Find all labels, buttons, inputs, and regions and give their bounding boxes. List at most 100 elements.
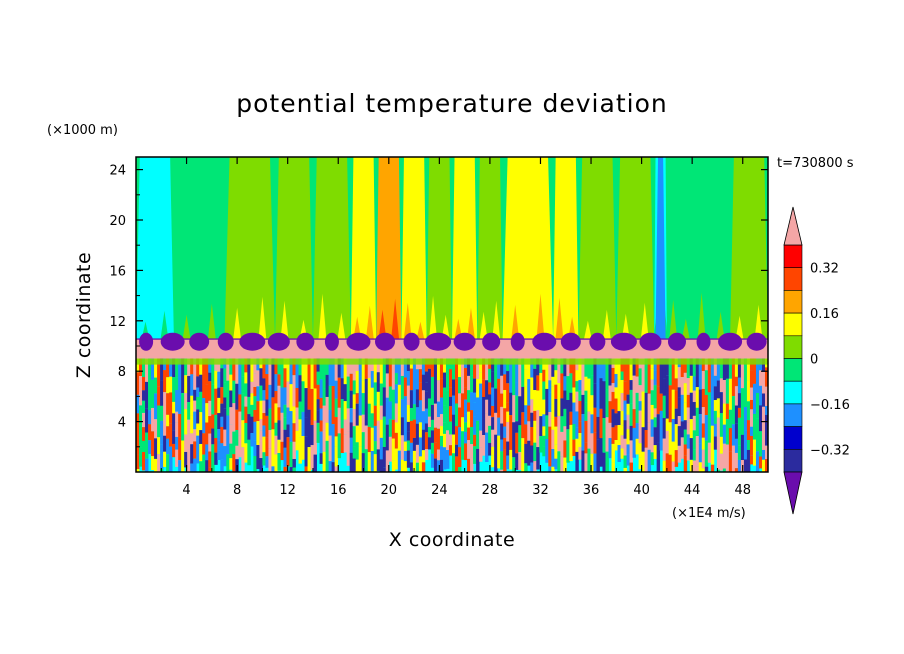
lower-cell <box>683 402 688 421</box>
lower-cell <box>415 423 420 445</box>
chart-title: potential temperature deviation <box>236 89 667 118</box>
lower-cell <box>701 437 706 450</box>
lower-cell <box>536 358 540 376</box>
lower-cell <box>400 375 405 400</box>
lower-cell <box>262 436 266 453</box>
lower-cell <box>322 388 326 406</box>
lower-cell <box>665 392 670 419</box>
lower-cell <box>476 448 480 472</box>
lower-cell <box>653 358 658 371</box>
lower-cell <box>722 380 727 404</box>
lower-cell <box>452 453 456 472</box>
lower-cell <box>148 440 152 454</box>
lower-cell <box>614 425 618 441</box>
upper-band-13 <box>578 157 617 340</box>
lower-cell <box>602 418 606 453</box>
lower-cell <box>560 358 564 374</box>
lower-cell <box>403 358 408 378</box>
lower-cell <box>746 380 751 402</box>
lower-cell <box>509 358 513 393</box>
lower-cell <box>737 358 742 378</box>
lower-cell <box>187 433 191 450</box>
lower-cell <box>488 368 492 383</box>
lower-cell <box>343 384 348 402</box>
lower-cell <box>352 394 357 409</box>
lower-cell <box>397 384 402 412</box>
lower-cell <box>268 430 272 449</box>
x-axis-ticks: 4 8 12 16 20 24 28 32 36 40 44 48 <box>160 157 751 498</box>
lower-cell <box>539 358 543 373</box>
lower-cell <box>184 393 188 410</box>
lower-cell <box>151 456 155 471</box>
lower-cell <box>184 434 188 452</box>
lower-cell <box>590 375 594 396</box>
lower-cell <box>722 403 727 425</box>
lower-cell <box>569 443 573 462</box>
lower-cell <box>695 407 700 436</box>
y-axis-unit: (×1000 m) <box>47 123 118 138</box>
y-axis-ticks: 4 8 12 16 20 24 <box>109 164 768 448</box>
lower-cell <box>397 358 402 385</box>
lower-cell <box>220 368 224 388</box>
trough-bump-19 <box>639 332 662 351</box>
lower-cell <box>409 390 414 409</box>
lower-cell <box>764 386 768 406</box>
lower-cell <box>265 399 269 416</box>
lower-cell <box>692 430 697 450</box>
x-axis-unit: (×1E4 m/s) <box>672 506 746 521</box>
lower-cell <box>364 401 369 426</box>
lower-cell <box>689 459 694 472</box>
lower-cell <box>391 358 396 390</box>
lower-cell <box>614 440 618 451</box>
lower-cell <box>455 444 459 457</box>
lower-cell <box>503 437 507 450</box>
lower-cell <box>289 358 293 385</box>
lower-cell <box>611 367 615 384</box>
lower-cell <box>145 408 149 433</box>
lower-cell <box>289 467 293 472</box>
x-tick-label: 8 <box>233 483 241 498</box>
lower-cell <box>181 440 185 472</box>
lower-cell <box>349 390 354 409</box>
lower-cell <box>557 358 561 384</box>
lower-cell <box>590 395 594 415</box>
upper-band-2 <box>224 157 276 340</box>
lower-cell <box>142 376 146 391</box>
lower-cell <box>467 358 471 376</box>
lower-cell <box>605 417 609 452</box>
lower-cell <box>340 358 345 379</box>
lower-cell <box>488 404 492 416</box>
lower-cell <box>154 419 158 439</box>
lower-cell <box>439 435 444 447</box>
lower-cell <box>166 438 170 455</box>
lower-cell <box>755 358 760 393</box>
lower-cell <box>575 370 579 382</box>
lower-cell <box>650 368 655 380</box>
lower-cell <box>415 444 420 463</box>
lower-cell <box>455 426 459 445</box>
lower-cell <box>725 419 730 445</box>
lower-cell <box>719 453 724 471</box>
lower-cell <box>208 451 212 468</box>
lower-cell <box>560 431 564 457</box>
lower-cell <box>629 358 633 381</box>
lower-cell <box>448 369 453 388</box>
lower-cell <box>334 380 339 399</box>
lower-cell <box>662 358 667 379</box>
lower-cell <box>310 425 314 446</box>
lower-cell <box>406 450 411 468</box>
lower-cell <box>445 358 450 391</box>
lower-cell <box>578 390 582 401</box>
lower-cell <box>563 457 567 472</box>
lower-cell <box>554 398 558 417</box>
lower-cell <box>199 391 203 413</box>
lower-cell <box>316 410 320 423</box>
lower-cell <box>491 358 495 372</box>
lower-cell <box>424 448 429 460</box>
lower-cell <box>259 458 263 472</box>
lower-cell <box>524 443 528 464</box>
lower-cell <box>385 397 390 425</box>
lower-cell <box>214 414 218 439</box>
lower-cell <box>458 467 462 472</box>
lower-cell <box>623 467 627 472</box>
